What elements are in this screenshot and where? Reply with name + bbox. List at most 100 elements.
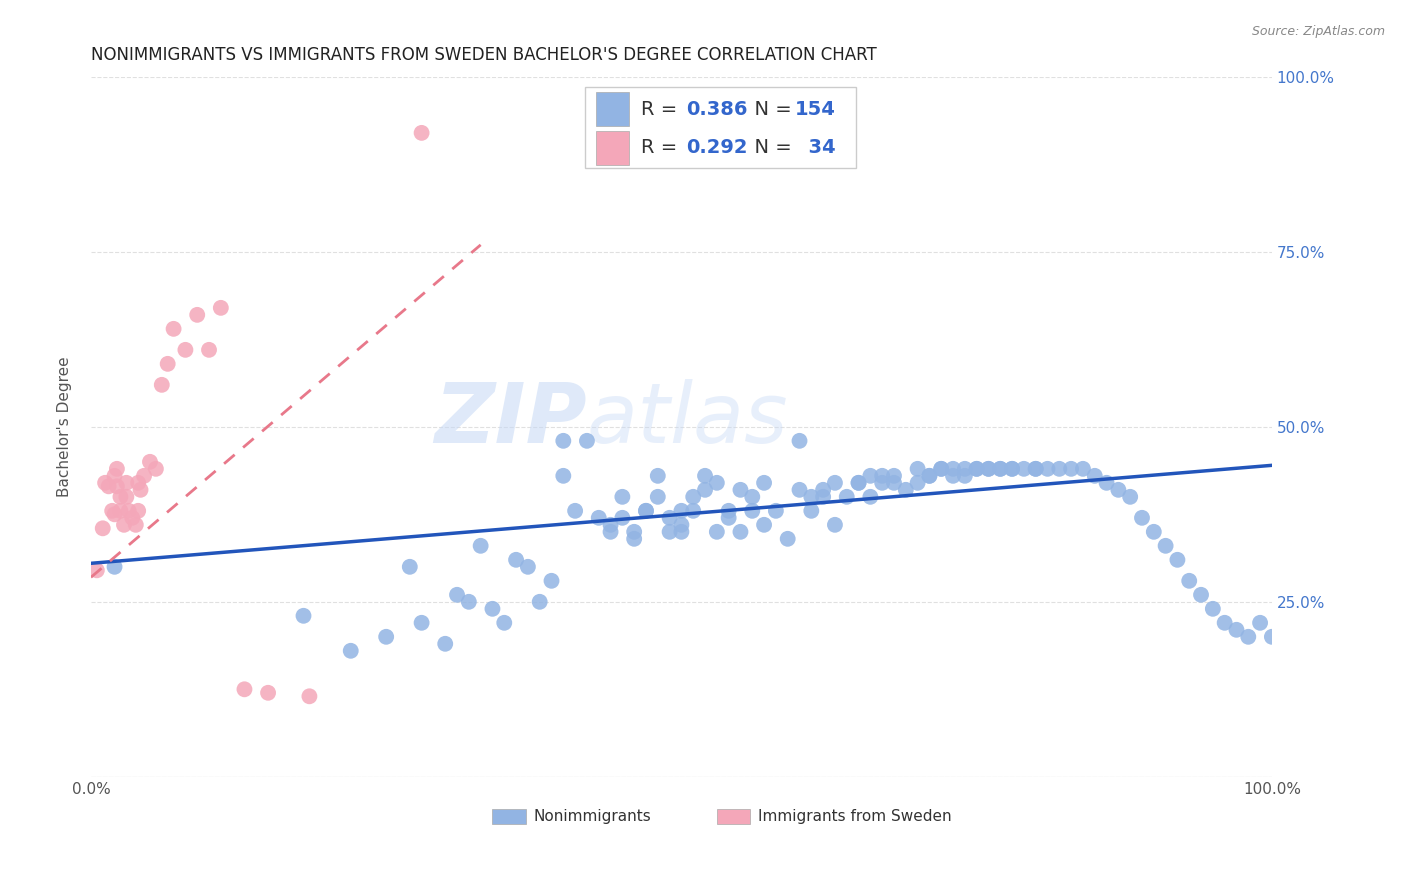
Point [398, 559, 420, 574]
Point [150, 377, 173, 392]
Point [883, 468, 905, 483]
Point [1202, 602, 1225, 616]
FancyBboxPatch shape [596, 131, 630, 164]
Point [1025, 462, 1047, 476]
Point [789, 483, 811, 497]
Point [1249, 615, 1271, 630]
Point [564, 504, 586, 518]
Text: NONIMMIGRANTS VS IMMIGRANTS FROM SWEDEN BACHELOR'S DEGREE CORRELATION CHART: NONIMMIGRANTS VS IMMIGRANTS FROM SWEDEN … [91, 46, 877, 64]
Point [671, 504, 693, 518]
Point [953, 462, 976, 476]
Point [671, 524, 693, 539]
Point [1143, 524, 1166, 539]
Point [883, 475, 905, 490]
Point [658, 524, 681, 539]
Point [115, 475, 138, 490]
Point [717, 504, 740, 518]
Point [800, 504, 823, 518]
Point [859, 468, 882, 483]
Point [121, 511, 143, 525]
FancyBboxPatch shape [585, 87, 856, 168]
Point [127, 475, 149, 490]
Point [162, 322, 184, 336]
Point [481, 602, 503, 616]
Point [907, 475, 929, 490]
Point [1025, 462, 1047, 476]
Point [292, 608, 315, 623]
Point [1237, 630, 1260, 644]
Point [233, 682, 256, 697]
Point [623, 524, 645, 539]
Point [1166, 553, 1188, 567]
Point [835, 490, 858, 504]
Point [1213, 615, 1236, 630]
Point [494, 615, 516, 630]
Point [118, 504, 141, 518]
Text: R =: R = [641, 138, 683, 157]
Point [848, 475, 870, 490]
Point [112, 517, 135, 532]
Point [540, 574, 562, 588]
Point [411, 126, 433, 140]
Point [966, 462, 988, 476]
Point [929, 462, 952, 476]
Point [86, 563, 108, 577]
Point [339, 644, 361, 658]
Point [953, 468, 976, 483]
Point [529, 595, 551, 609]
Point [1261, 630, 1284, 644]
FancyBboxPatch shape [492, 809, 526, 824]
Point [824, 475, 846, 490]
Text: Source: ZipAtlas.com: Source: ZipAtlas.com [1251, 25, 1385, 38]
Point [145, 462, 167, 476]
Point [800, 490, 823, 504]
Point [174, 343, 197, 357]
Point [446, 588, 468, 602]
Text: N =: N = [741, 100, 797, 119]
Point [634, 504, 657, 518]
Point [789, 434, 811, 448]
Point [693, 483, 716, 497]
FancyBboxPatch shape [717, 809, 749, 824]
Point [942, 468, 965, 483]
Text: 0.292: 0.292 [686, 138, 748, 157]
Point [918, 468, 941, 483]
Point [706, 475, 728, 490]
Point [470, 539, 492, 553]
Point [209, 301, 232, 315]
Text: 34: 34 [794, 138, 835, 157]
Point [612, 490, 634, 504]
Point [198, 343, 221, 357]
Point [110, 490, 132, 504]
Point [977, 462, 1000, 476]
Point [516, 559, 538, 574]
Point [1071, 462, 1094, 476]
Point [647, 468, 669, 483]
Point [588, 511, 610, 525]
Point [375, 630, 398, 644]
Point [553, 468, 575, 483]
Point [623, 532, 645, 546]
Point [1036, 462, 1059, 476]
Point [1225, 623, 1247, 637]
Point [859, 490, 882, 504]
Point [103, 559, 125, 574]
Point [127, 504, 149, 518]
Point [1130, 511, 1153, 525]
Point [97, 479, 120, 493]
Point [693, 468, 716, 483]
Point [612, 511, 634, 525]
Point [599, 524, 621, 539]
Point [811, 490, 834, 504]
Point [105, 462, 128, 476]
Point [1001, 462, 1024, 476]
Point [647, 490, 669, 504]
Point [1119, 490, 1142, 504]
FancyBboxPatch shape [596, 92, 630, 126]
Text: atlas: atlas [586, 379, 789, 460]
Point [811, 483, 834, 497]
Point [752, 475, 775, 490]
Point [682, 490, 704, 504]
Point [115, 490, 138, 504]
Point [1178, 574, 1201, 588]
